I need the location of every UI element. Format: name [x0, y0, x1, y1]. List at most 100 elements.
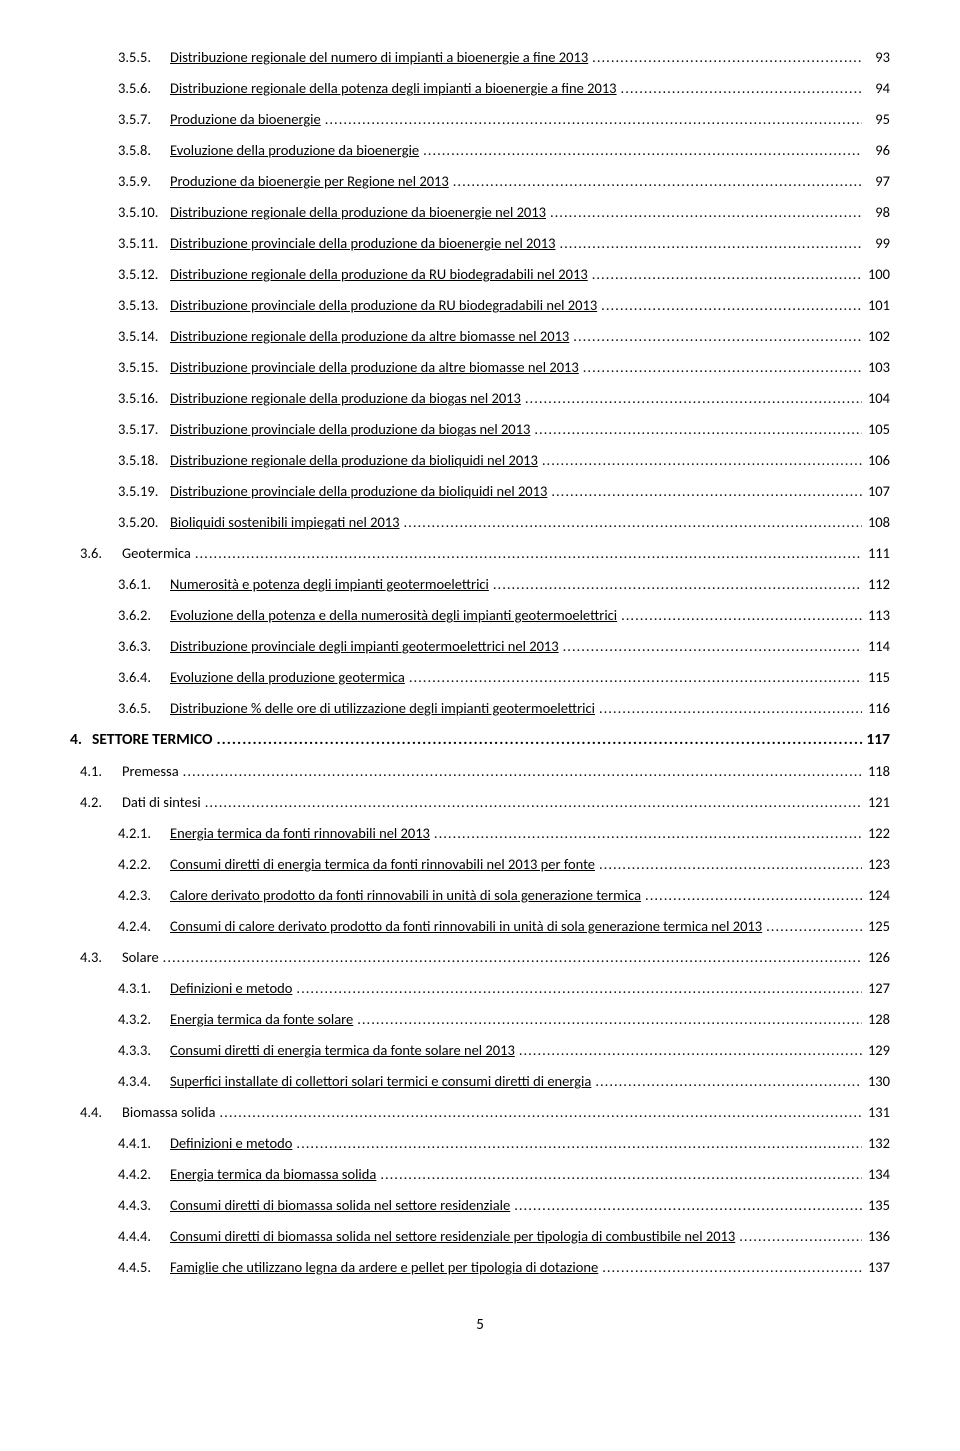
toc-entry-title: Consumi diretti di biomassa solida nel s… [170, 1227, 735, 1245]
toc-entry: 4.4.3.Consumi diretti di biomassa solida… [70, 1196, 890, 1214]
toc-entry-number: 4.2.4. [70, 917, 170, 935]
toc-entry-title: Superfici installate di collettori solar… [170, 1072, 591, 1090]
toc-leader-dots [353, 1010, 862, 1028]
toc-entry-title: Calore derivato prodotto da fonti rinnov… [170, 886, 641, 904]
toc-entry-number: 4.2.3. [70, 886, 170, 904]
toc-leader-dots [449, 172, 862, 190]
toc-entry-page: 98 [862, 203, 890, 221]
toc-entry-page: 135 [862, 1196, 890, 1214]
toc-entry: 4.3.1.Definizioni e metodo127 [70, 979, 890, 997]
toc-entry-number: 3.6.5. [70, 699, 170, 717]
toc-entry: 4.2.Dati di sintesi121 [70, 793, 890, 811]
toc-entry-title: Dati di sintesi [122, 793, 201, 811]
toc-entry-page: 128 [862, 1010, 890, 1028]
toc-leader-dots [213, 730, 863, 749]
toc-entry-page: 115 [862, 668, 890, 686]
toc-leader-dots [179, 762, 862, 780]
toc-leader-dots [521, 389, 862, 407]
toc-entry-number: 4.2.1. [70, 824, 170, 842]
toc-entry: 4.2.2.Consumi diretti di energia termica… [70, 855, 890, 873]
toc-leader-dots [591, 1072, 862, 1090]
toc-entry-number: 4.4.5. [70, 1258, 170, 1276]
toc-leader-dots [595, 855, 862, 873]
toc-leader-dots [617, 79, 862, 97]
toc-leader-dots [191, 544, 862, 562]
toc-leader-dots [216, 1103, 863, 1121]
toc-leader-dots [292, 979, 862, 997]
toc-entry-title: SETTORE TERMICO [92, 730, 213, 749]
toc-entry-page: 113 [862, 606, 890, 624]
toc-entry-title: Consumi diretti di biomassa solida nel s… [170, 1196, 510, 1214]
toc-entry: 3.5.14.Distribuzione regionale della pro… [70, 327, 890, 345]
toc-leader-dots [597, 296, 862, 314]
toc-entry: 3.5.19.Distribuzione provinciale della p… [70, 482, 890, 500]
toc-entry-page: 97 [862, 172, 890, 190]
toc-entry-title: Bioliquidi sostenibili impiegati nel 201… [170, 513, 400, 531]
toc-entry-number: 3.5.8. [70, 141, 170, 159]
toc-entry: 3.5.9.Produzione da bioenergie per Regio… [70, 172, 890, 190]
toc-entry-page: 126 [862, 948, 890, 966]
toc-entry: 3.5.6.Distribuzione regionale della pote… [70, 79, 890, 97]
toc-entry-page: 114 [862, 637, 890, 655]
toc-entry-number: 3.6.4. [70, 668, 170, 686]
page-number: 5 [70, 1316, 890, 1334]
toc-entry: 4.4.2.Energia termica da biomassa solida… [70, 1165, 890, 1183]
toc-entry: 4.2.3.Calore derivato prodotto da fonti … [70, 886, 890, 904]
toc-entry-title: Distribuzione provinciale della produzio… [170, 234, 555, 252]
toc-leader-dots [546, 203, 862, 221]
toc-entry-page: 93 [862, 48, 890, 66]
toc-entry-page: 118 [862, 762, 890, 780]
toc-entry-number: 3.5.20. [70, 513, 170, 531]
toc-entry: 3.5.7.Produzione da bioenergie 95 [70, 110, 890, 128]
toc-entry-page: 95 [862, 110, 890, 128]
toc-leader-dots [489, 575, 862, 593]
toc-entry-title: Distribuzione provinciale della produzio… [170, 296, 597, 314]
toc-entry-title: Produzione da bioenergie [170, 110, 321, 128]
toc-entry-page: 105 [862, 420, 890, 438]
toc-entry-page: 99 [862, 234, 890, 252]
toc-leader-dots [292, 1134, 862, 1152]
toc-entry-number: 4.4.2. [70, 1165, 170, 1183]
toc-entry-title: Biomassa solida [122, 1103, 216, 1121]
toc-entry-title: Premessa [122, 762, 179, 780]
toc-entry: 3.5.15.Distribuzione provinciale della p… [70, 358, 890, 376]
toc-entry-number: 4.1. [70, 762, 122, 780]
toc-entry-number: 3.5.17. [70, 420, 170, 438]
toc-entry-number: 3.5.11. [70, 234, 170, 252]
toc-entry-number: 3.5.19. [70, 482, 170, 500]
toc-entry: 3.5.8.Evoluzione della produzione da bio… [70, 141, 890, 159]
toc-entry-title: Distribuzione regionale della produzione… [170, 389, 521, 407]
toc-leader-dots [530, 420, 862, 438]
toc-entry-number: 3.5.7. [70, 110, 170, 128]
toc-entry: 4.2.4.Consumi di calore derivato prodott… [70, 917, 890, 935]
toc-entry-page: 122 [862, 824, 890, 842]
toc-leader-dots [641, 886, 862, 904]
toc-leader-dots [201, 793, 862, 811]
toc-entry: 3.6.4.Evoluzione della produzione geoter… [70, 668, 890, 686]
toc-entry-page: 121 [862, 793, 890, 811]
toc-entry-page: 131 [862, 1103, 890, 1121]
toc-entry: 3.5.11.Distribuzione provinciale della p… [70, 234, 890, 252]
toc-entry: 3.6.5.Distribuzione % delle ore di utili… [70, 699, 890, 717]
toc-entry-title: Definizioni e metodo [170, 979, 292, 997]
toc-entry-number: 3.6.2. [70, 606, 170, 624]
toc-leader-dots [515, 1041, 862, 1059]
toc-entry-number: 4.4.1. [70, 1134, 170, 1152]
toc-entry-number: 4.3. [70, 948, 122, 966]
toc-entry: 4.4.5.Famiglie che utilizzano legna da a… [70, 1258, 890, 1276]
toc-entry-page: 124 [862, 886, 890, 904]
toc-entry-number: 3.5.6. [70, 79, 170, 97]
toc-entry-title: Distribuzione regionale della produzione… [170, 265, 588, 283]
toc-entry-page: 101 [862, 296, 890, 314]
table-of-contents: 3.5.5.Distribuzione regionale del numero… [70, 48, 890, 1276]
toc-entry-title: Definizioni e metodo [170, 1134, 292, 1152]
toc-leader-dots [555, 234, 862, 252]
toc-entry-page: 117 [862, 730, 890, 749]
toc-entry-number: 3.5.16. [70, 389, 170, 407]
toc-entry: 3.6.1.Numerosità e potenza degli impiant… [70, 575, 890, 593]
toc-entry-number: 4.3.1. [70, 979, 170, 997]
toc-entry-page: 111 [862, 544, 890, 562]
toc-entry-title: Geotermica [122, 544, 191, 562]
toc-entry-title: Consumi di calore derivato prodotto da f… [170, 917, 762, 935]
toc-entry-number: 4.4. [70, 1103, 122, 1121]
